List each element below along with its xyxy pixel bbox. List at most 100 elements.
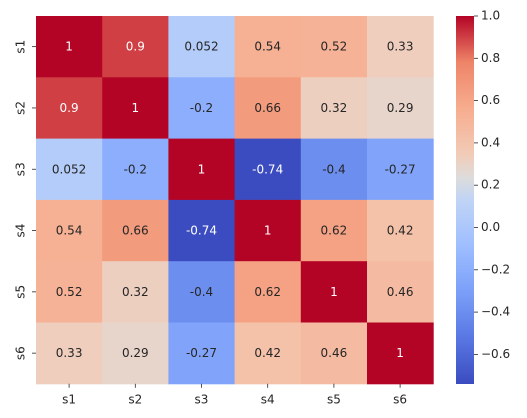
heatmap-cell	[300, 322, 368, 385]
cell-value-label: 1	[198, 162, 206, 176]
y-tick-label: s6	[14, 346, 28, 360]
cell-value-label: -0.27	[186, 346, 217, 360]
heatmap-cell	[36, 138, 103, 201]
colorbar-gradient	[456, 16, 474, 384]
cell-value-label: 0.62	[254, 285, 281, 299]
y-tick-label: s4	[14, 224, 28, 238]
heatmap-cells: 1 0.9 0.052 0.54 0.52 0.33 0.9 1 -0.2 0.66 0.32 0.2…	[36, 16, 434, 385]
heatmap-cell	[36, 199, 103, 262]
x-tick-label: s2	[128, 392, 142, 406]
heatmap-cell	[102, 138, 169, 201]
heatmap-cell	[234, 261, 302, 323]
heatmap-cell	[102, 77, 169, 140]
heatmap-cell	[367, 138, 434, 201]
cell-value-label: 0.66	[122, 224, 149, 238]
heatmap-cell	[168, 199, 236, 262]
cell-value-label: 0.29	[122, 346, 149, 360]
heatmap-cell	[168, 261, 236, 323]
cell-value-label: 0.42	[387, 224, 414, 238]
colorbar-ticks: 1.0 0.8 0.6 0.4 0.2 0.0 −0.2 −0.4 −0.6	[474, 9, 510, 361]
heatmap-cell	[367, 199, 434, 262]
colorbar-tick-label: −0.6	[481, 347, 510, 361]
cell-value-label: 0.9	[60, 101, 79, 115]
heatmap-cell	[36, 322, 103, 385]
heatmap-cell	[300, 261, 368, 323]
cell-value-label: 1	[330, 285, 338, 299]
cell-value-label: 1	[131, 101, 139, 115]
heatmap-cell	[102, 199, 169, 262]
cell-value-label: 1	[264, 224, 272, 238]
heatmap-cell	[36, 77, 103, 140]
cell-value-label: 0.42	[254, 346, 281, 360]
heatmap-cell	[300, 199, 368, 262]
cell-value-label: 0.052	[184, 40, 218, 54]
cell-value-label: -0.2	[124, 162, 147, 176]
y-axis-ticks: s1 s2 s3 s4 s5 s6	[14, 40, 36, 360]
colorbar-tick-label: −0.4	[481, 305, 510, 319]
cell-value-label: 0.9	[126, 40, 145, 54]
cell-value-label: 0.32	[122, 285, 149, 299]
heatmap-cell	[168, 322, 236, 385]
colorbar	[456, 16, 474, 384]
heatmap-cell	[102, 322, 169, 385]
cell-value-label: 0.052	[52, 162, 86, 176]
colorbar-tick-label: 0.6	[481, 93, 500, 107]
cell-value-label: 0.29	[387, 101, 414, 115]
cell-value-label: -0.74	[252, 162, 283, 176]
heatmap-cell	[234, 199, 302, 262]
cell-value-label: -0.4	[322, 162, 345, 176]
cell-value-label: 1	[65, 40, 73, 54]
colorbar-tick-label: 0.4	[481, 135, 500, 149]
cell-value-label: 0.52	[56, 285, 83, 299]
cell-value-label: -0.4	[190, 285, 213, 299]
cell-value-label: 0.54	[56, 224, 83, 238]
cell-value-label: 0.54	[254, 40, 281, 54]
cell-value-label: -0.74	[186, 224, 217, 238]
heatmap-cell	[234, 138, 302, 201]
colorbar-tick-label: 0.0	[481, 220, 500, 234]
heatmap-cell	[36, 16, 103, 78]
y-tick-label: s1	[14, 40, 28, 54]
x-tick-label: s3	[195, 392, 209, 406]
colorbar-tick-label: 0.8	[481, 51, 500, 65]
heatmap-cell	[300, 138, 368, 201]
heatmap-cell	[102, 16, 169, 78]
cell-value-label: 1	[396, 346, 404, 360]
cell-value-label: 0.62	[321, 224, 348, 238]
y-tick-label: s5	[14, 285, 28, 299]
cell-value-label: 0.46	[321, 346, 348, 360]
heatmap-cell	[300, 16, 368, 78]
cell-value-label: 0.66	[254, 101, 281, 115]
heatmap-cell	[234, 322, 302, 385]
x-tick-label: s1	[62, 392, 76, 406]
x-tick-label: s6	[393, 392, 407, 406]
heatmap-cell	[168, 138, 236, 201]
cell-value-label: 0.33	[56, 346, 83, 360]
heatmap-cell	[367, 77, 434, 140]
heatmap-cell	[168, 16, 236, 78]
cell-value-label: 0.33	[387, 40, 414, 54]
colorbar-tick-label: 1.0	[481, 9, 500, 23]
x-tick-label: s5	[327, 392, 341, 406]
heatmap-cell	[234, 77, 302, 140]
cell-value-label: 0.32	[321, 101, 348, 115]
colorbar-tick-label: −0.2	[481, 262, 510, 276]
heatmap-cell	[234, 16, 302, 78]
x-tick-label: s4	[261, 392, 275, 406]
heatmap-cell	[367, 261, 434, 323]
heatmap-cell	[300, 77, 368, 140]
heatmap-cell	[36, 261, 103, 323]
x-axis-ticks: s1 s2 s3 s4 s5 s6	[62, 383, 407, 406]
cell-value-label: -0.2	[190, 101, 213, 115]
heatmap-cell	[168, 77, 236, 140]
heatmap-cell	[367, 16, 434, 78]
y-tick-label: s2	[14, 101, 28, 115]
cell-value-label: 0.52	[321, 40, 348, 54]
heatmap-cell	[367, 322, 434, 385]
cell-value-label: 0.46	[387, 285, 414, 299]
colorbar-tick-label: 0.2	[481, 178, 500, 192]
y-tick-label: s3	[14, 162, 28, 176]
heatmap-cell	[102, 261, 169, 323]
cell-value-label: -0.27	[385, 162, 416, 176]
